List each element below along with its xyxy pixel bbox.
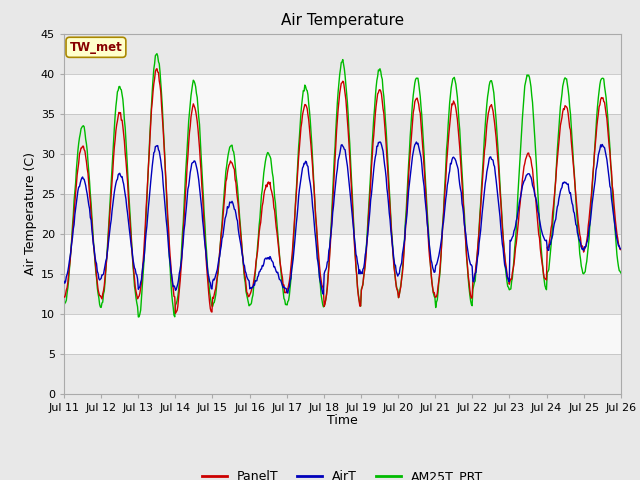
PanelT	[60, 294, 68, 300]
AM25T_PRT	[153, 51, 161, 57]
Line: AM25T_PRT: AM25T_PRT	[64, 54, 621, 317]
Bar	[64, 234, 621, 274]
Bar	[64, 274, 621, 313]
Title: Air Temperature: Air Temperature	[281, 13, 404, 28]
Bar	[64, 193, 621, 234]
Bar	[64, 73, 621, 114]
PanelT	[70, 211, 78, 216]
AM25T_PRT	[134, 314, 142, 320]
AM25T_PRT	[70, 198, 78, 204]
AirT	[319, 291, 327, 297]
AirT	[412, 141, 419, 146]
AirT	[428, 260, 436, 265]
Bar	[64, 154, 621, 193]
Line: AirT: AirT	[64, 142, 621, 294]
AM25T_PRT	[412, 77, 419, 83]
AirT	[70, 222, 78, 228]
PanelT	[186, 130, 193, 135]
Legend: PanelT, AirT, AM25T_PRT: PanelT, AirT, AM25T_PRT	[196, 465, 488, 480]
X-axis label: Time: Time	[327, 414, 358, 427]
PanelT	[153, 66, 161, 72]
Text: TW_met: TW_met	[70, 41, 122, 54]
AirT	[214, 266, 221, 272]
AM25T_PRT	[617, 270, 625, 276]
PanelT	[412, 97, 419, 103]
PanelT	[215, 258, 223, 264]
Line: PanelT: PanelT	[64, 69, 621, 313]
AirT	[184, 186, 192, 192]
AM25T_PRT	[215, 260, 223, 266]
PanelT	[172, 311, 179, 316]
AM25T_PRT	[60, 302, 68, 308]
PanelT	[428, 279, 436, 285]
PanelT	[617, 247, 625, 252]
AM25T_PRT	[186, 110, 193, 116]
Bar	[64, 34, 621, 73]
AM25T_PRT	[127, 235, 135, 240]
Bar	[64, 313, 621, 354]
AirT	[617, 246, 625, 252]
AirT	[60, 278, 68, 284]
PanelT	[127, 239, 135, 245]
AirT	[376, 139, 384, 145]
Bar	[64, 114, 621, 154]
AirT	[127, 244, 135, 250]
Y-axis label: Air Temperature (C): Air Temperature (C)	[24, 152, 36, 275]
AM25T_PRT	[428, 278, 436, 284]
Bar	[64, 354, 621, 394]
